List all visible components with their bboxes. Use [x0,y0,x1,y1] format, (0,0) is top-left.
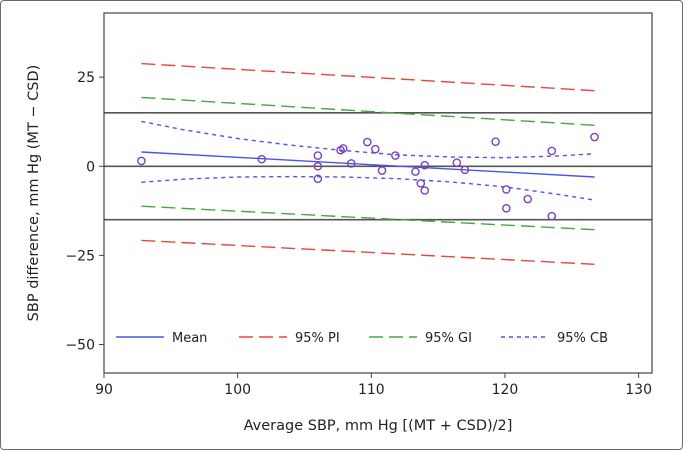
data-point [502,185,511,194]
data-point [377,166,387,175]
data-point [590,132,599,142]
data-point [313,151,323,160]
data-point [420,160,430,170]
data-point [460,165,470,175]
y-tick-label: 25 [77,70,95,86]
data-point [547,211,557,221]
y-tick-label: −50 [65,337,95,353]
data-point [491,137,500,146]
legend-label: 95% GI [425,331,472,346]
x-tick-label: 130 [625,382,652,398]
data-point [363,137,372,147]
data-point [416,179,426,188]
95-pi-lower-line [141,239,595,265]
95-pi-upper-line [141,62,595,92]
data-point [338,144,348,153]
y-tick-label: 0 [86,159,95,175]
95-cb-upper-line [141,120,595,159]
data-point [391,151,400,160]
data-point [137,156,146,166]
legend: Mean 95% PI 95% GI 95% CB [116,331,608,346]
legend-label: 95% CB [557,331,608,346]
y-axis-title: SBP difference, mm Hg (MT − CSD) [26,65,42,322]
95-gi-lower-line [141,205,595,231]
data-point [420,186,430,195]
x-tick-label: 100 [224,382,251,398]
data-point [313,174,323,184]
data-point [452,158,462,168]
legend-label: Mean [172,331,207,346]
data-point [523,194,532,204]
data-point [257,154,267,164]
y-tick-label: −25 [65,248,95,264]
plot-border [103,12,653,374]
data-point [502,204,511,213]
data-point [411,167,420,176]
data-point [547,146,557,156]
x-axis-title: Average SBP, mm Hg [(MT + CSD)/2] [244,418,513,434]
95-gi-upper-line [141,96,595,126]
x-tick-label: 90 [95,382,113,398]
legend-label: 95% PI [295,331,340,346]
data-point [371,144,380,154]
mean-line [141,151,595,178]
x-tick-label: 110 [358,382,385,398]
data-point [346,159,356,168]
95-cb-lower-line [141,175,595,201]
x-tick-label: 120 [492,382,519,398]
data-point [313,161,323,171]
